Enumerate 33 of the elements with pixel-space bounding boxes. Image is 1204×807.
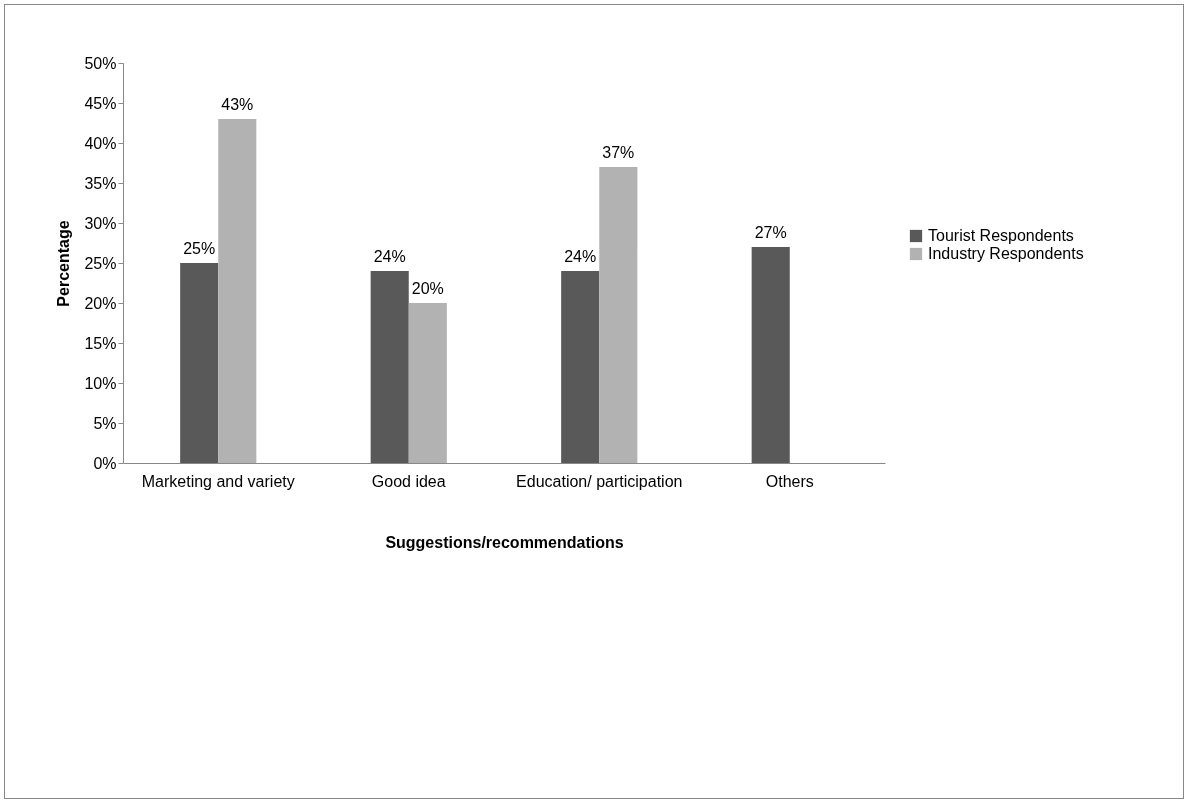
data-label: 24% [564, 248, 597, 265]
y-axis-title: Percentage [55, 220, 73, 307]
y-tick-label: 50% [84, 54, 117, 72]
x-tick-label: Others [765, 472, 814, 490]
y-tick-label: 45% [84, 94, 117, 112]
data-label: 43% [221, 96, 254, 113]
y-tick-label: 10% [84, 374, 117, 392]
x-tick-label: Marketing and variety [141, 472, 295, 490]
bar [218, 119, 257, 463]
y-tick-label: 40% [84, 134, 117, 152]
y-tick-label: 5% [93, 414, 117, 432]
y-tick-label: 35% [84, 174, 117, 192]
x-axis-title: Suggestions/recommendations [385, 533, 624, 551]
data-label: 37% [602, 144, 635, 161]
data-label: 25% [183, 240, 216, 257]
data-label: 20% [411, 280, 444, 297]
data-label: 27% [754, 224, 787, 241]
y-tick-label: 30% [84, 214, 117, 232]
data-label: 24% [373, 248, 406, 265]
y-tick-label: 25% [84, 254, 117, 272]
y-tick-label: 0% [93, 454, 117, 472]
x-tick-label: Education/ participation [516, 472, 683, 490]
legend-label: Tourist Respondents [928, 227, 1074, 244]
bar [599, 167, 638, 463]
x-tick-label: Good idea [371, 472, 446, 490]
bar [370, 271, 409, 463]
y-tick-label: 15% [84, 334, 117, 352]
bar [180, 263, 219, 463]
bar [408, 303, 447, 463]
y-tick-label: 20% [84, 294, 117, 312]
bar [751, 247, 790, 463]
legend-label: Industry Respondents [928, 245, 1084, 262]
bar [561, 271, 600, 463]
